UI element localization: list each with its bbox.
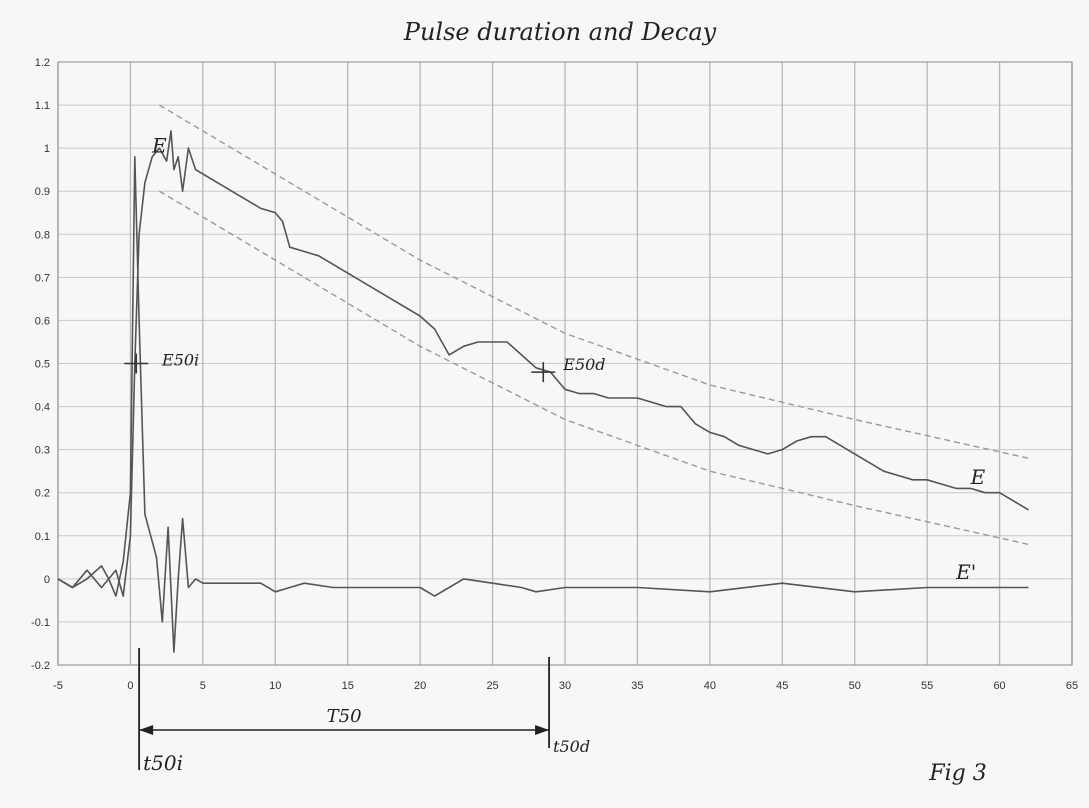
x-tick-label: 10 [269, 680, 281, 692]
series-line-e [57, 130, 1029, 597]
x-tick-label: 65 [1066, 680, 1078, 692]
marker-label: E50i [161, 351, 199, 370]
y-tick-label: 0.4 [35, 402, 50, 414]
x-tick-label: 5 [200, 680, 206, 692]
chart-title: Pulse duration and Decay [403, 18, 717, 46]
series [57, 104, 1029, 653]
x-tick-label: 40 [704, 680, 716, 692]
figure-label: Fig 3 [928, 761, 986, 786]
x-tick-label: 50 [849, 680, 861, 692]
series-line-upper-bound [159, 104, 1029, 459]
interval-arrowhead-left [139, 725, 154, 735]
y-tick-label: 0.8 [35, 229, 50, 241]
x-tick-label: 15 [342, 680, 354, 692]
x-tick-label: 0 [127, 680, 133, 692]
curve-label: E [970, 465, 986, 489]
plot-frame [57, 61, 1073, 666]
y-tick-label: 0.7 [35, 272, 50, 284]
y-tick-label: 0.6 [35, 315, 50, 327]
axes: -0.2 -0.1 0 0.1 0.2 0.3 0.4 0.5 0.6 0.7 0.8 0.9 1 1.1… [31, 57, 1078, 692]
interval-label: T50 [327, 706, 362, 727]
y-tick-label: -0.1 [31, 617, 50, 629]
y-tick-label: 0.2 [35, 488, 50, 500]
x-tick-label: 35 [631, 680, 643, 692]
series-line-lower-bound [159, 190, 1029, 546]
y-tick-label: 0.5 [35, 359, 50, 371]
y-tick-label: 0.9 [35, 186, 50, 198]
interval-end-label: t50d [553, 737, 590, 756]
marker-label: E50d [562, 355, 605, 374]
y-tick-label: 0 [44, 574, 50, 586]
grid [57, 61, 1073, 666]
x-tick-label: 30 [559, 680, 571, 692]
x-tick-label: 55 [921, 680, 933, 692]
y-tick-label: 0.3 [35, 445, 50, 457]
y-tick-label: -0.2 [31, 660, 50, 672]
x-tick-label: -5 [53, 680, 63, 692]
y-tick-label: 1.2 [35, 57, 50, 69]
series-line-e [57, 156, 1029, 653]
interval-start-label: t50i [143, 751, 183, 775]
x-tick-label: 20 [414, 680, 426, 692]
x-tick-label: 25 [486, 680, 498, 692]
curve-label: E [151, 133, 167, 157]
y-tick-label: 0.1 [35, 531, 50, 543]
x-tick-label: 60 [993, 680, 1005, 692]
x-tick-label: 45 [776, 680, 788, 692]
y-tick-label: 1.1 [35, 100, 50, 112]
annotations: E E E' E50i E50d T50 t50i t50d [124, 133, 986, 775]
y-tick-label: 1 [44, 143, 50, 155]
curve-label: E' [955, 560, 976, 584]
interval-arrowhead-right [535, 725, 550, 735]
